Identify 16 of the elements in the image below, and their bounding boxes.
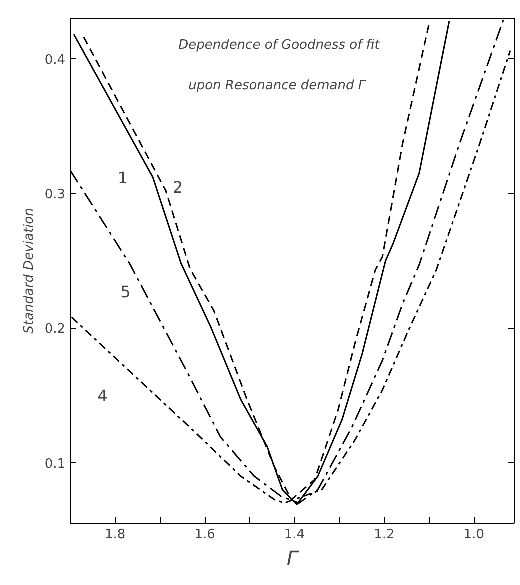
y-tick-label: 0.1 [44,456,66,472]
x-axis-title: Γ [286,546,300,570]
series-label: 1 [118,168,128,188]
series-label: 5 [120,282,131,302]
y-tick-label: 0.4 [44,52,66,68]
chart-title: Dependence of Goodness of fit upon Resonance demand Γ [178,38,380,94]
x-tick-label: 1.0 [464,528,484,542]
x-tick-label: 1.6 [194,528,216,542]
y-axis-title: Standard Deviation [22,208,37,334]
y-tick-label: 0.2 [44,322,66,338]
series-label: 2 [172,178,184,197]
series-label: 4 [98,386,108,406]
y-tick-label: 0.3 [44,188,66,203]
x-tick-label: 1.4 [284,528,306,542]
x-tick-label: 1.8 [105,528,126,542]
x-tick-label: 1.2 [374,528,395,542]
